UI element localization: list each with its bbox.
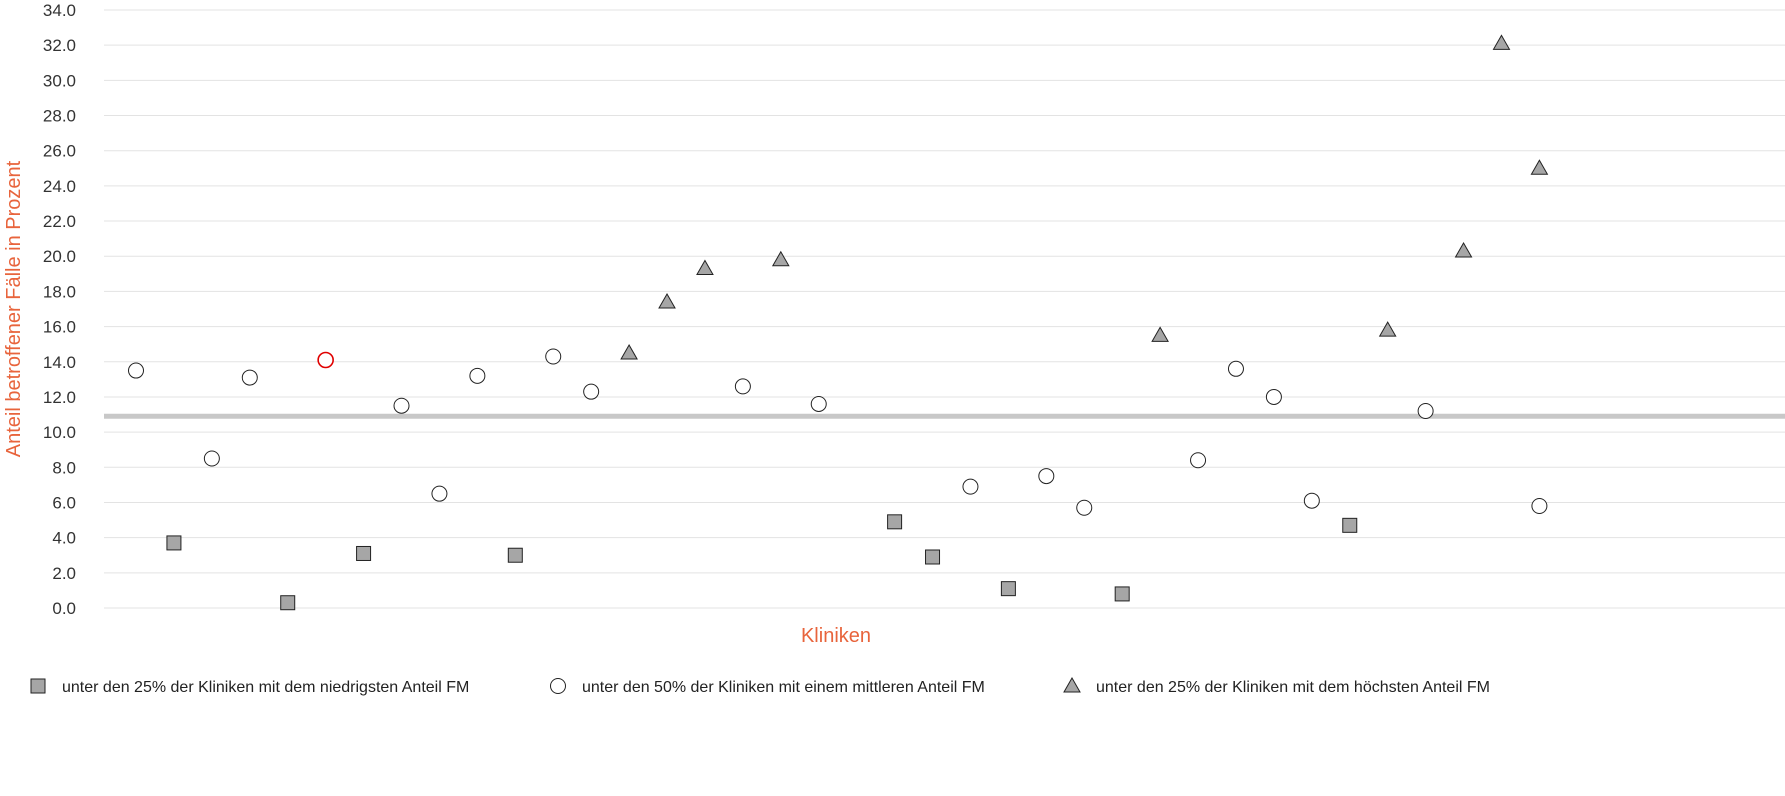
- data-point-square: [1342, 517, 1358, 533]
- data-point-triangle: [1492, 34, 1511, 50]
- data-markers: [128, 34, 1549, 611]
- data-point-square: [887, 514, 903, 530]
- data-point-triangle: [1530, 159, 1549, 175]
- data-point-circle: [583, 383, 600, 400]
- data-point-circle: [469, 367, 486, 384]
- legend-marker-triangle: [1063, 676, 1081, 693]
- data-point-triangle: [1378, 321, 1397, 337]
- y-tick-label: 32.0: [43, 36, 76, 55]
- y-tick-label: 28.0: [43, 107, 76, 126]
- legend-item: unter den 25% der Kliniken mit dem höchs…: [1063, 676, 1490, 696]
- data-point-circle: [1417, 403, 1434, 420]
- data-point-circle: [203, 450, 220, 467]
- legend-label: unter den 25% der Kliniken mit dem höchs…: [1096, 679, 1490, 696]
- data-point-triangle: [1151, 326, 1169, 342]
- y-tick-label: 2.0: [52, 564, 76, 583]
- legend-label: unter den 50% der Kliniken mit einem mit…: [582, 679, 985, 696]
- legend-item: unter den 50% der Kliniken mit einem mit…: [550, 678, 985, 696]
- legend-marker-circle: [550, 678, 566, 694]
- data-point-circle: [1227, 360, 1244, 377]
- data-point-circle: [393, 397, 410, 414]
- data-point-circle: [1265, 388, 1282, 405]
- data-point-square: [280, 595, 296, 611]
- data-point-triangle: [620, 343, 638, 360]
- y-tick-label: 0.0: [52, 599, 76, 618]
- data-point-circle: [545, 348, 562, 365]
- y-axis-title: Anteil betroffener Fälle in Prozent: [3, 160, 25, 457]
- data-point-circle: [431, 485, 448, 502]
- y-tick-label: 34.0: [43, 1, 76, 20]
- y-tick-label: 20.0: [43, 247, 76, 266]
- y-tick-label: 16.0: [43, 318, 76, 337]
- data-point-circle: [1190, 452, 1207, 469]
- y-tick-label: 10.0: [43, 423, 76, 442]
- y-tick-label: 14.0: [43, 353, 76, 372]
- data-point-square: [925, 549, 941, 565]
- y-axis-ticks: 0.0 2.0 4.0 6.0 8.0 10.0 12.0 14.0 16.0 18.0 20.0 2…: [43, 1, 76, 618]
- y-tick-label: 4.0: [52, 529, 76, 548]
- data-point-circle: [734, 378, 751, 395]
- data-point-circle: [241, 369, 258, 386]
- data-point-circle: [1038, 468, 1055, 485]
- y-tick-label: 18.0: [43, 282, 76, 301]
- x-axis-title: Kliniken: [801, 625, 871, 647]
- legend-label: unter den 25% der Kliniken mit dem niedr…: [62, 679, 469, 696]
- y-tick-label: 26.0: [43, 142, 76, 161]
- legend: unter den 25% der Kliniken mit dem niedr…: [30, 676, 1490, 696]
- data-point-square: [1114, 586, 1130, 602]
- data-point-triangle: [1454, 241, 1473, 258]
- data-point-square: [356, 545, 372, 561]
- data-point-square: [166, 535, 182, 551]
- data-point-circle: [962, 478, 979, 495]
- data-point-square: [1000, 581, 1016, 597]
- data-point-triangle: [771, 250, 790, 267]
- data-point-circle: [1531, 497, 1548, 514]
- highlighted-clinic-point: [317, 351, 334, 369]
- legend-item: unter den 25% der Kliniken mit dem niedr…: [30, 678, 469, 696]
- data-point-circle: [1303, 492, 1320, 509]
- y-tick-label: 8.0: [52, 458, 76, 477]
- grid-lines: [104, 9, 1785, 609]
- y-tick-label: 12.0: [43, 388, 76, 407]
- data-point-circle: [1076, 499, 1093, 516]
- data-point-triangle: [658, 292, 676, 309]
- y-tick-label: 24.0: [43, 177, 76, 196]
- y-tick-label: 22.0: [43, 212, 76, 231]
- data-point-circle: [128, 362, 144, 379]
- y-tick-label: 30.0: [43, 71, 76, 90]
- data-point-triangle: [696, 259, 714, 276]
- data-point-square: [507, 547, 523, 563]
- data-point-circle: [810, 395, 827, 412]
- legend-marker-square: [30, 678, 46, 694]
- y-tick-label: 6.0: [52, 493, 76, 512]
